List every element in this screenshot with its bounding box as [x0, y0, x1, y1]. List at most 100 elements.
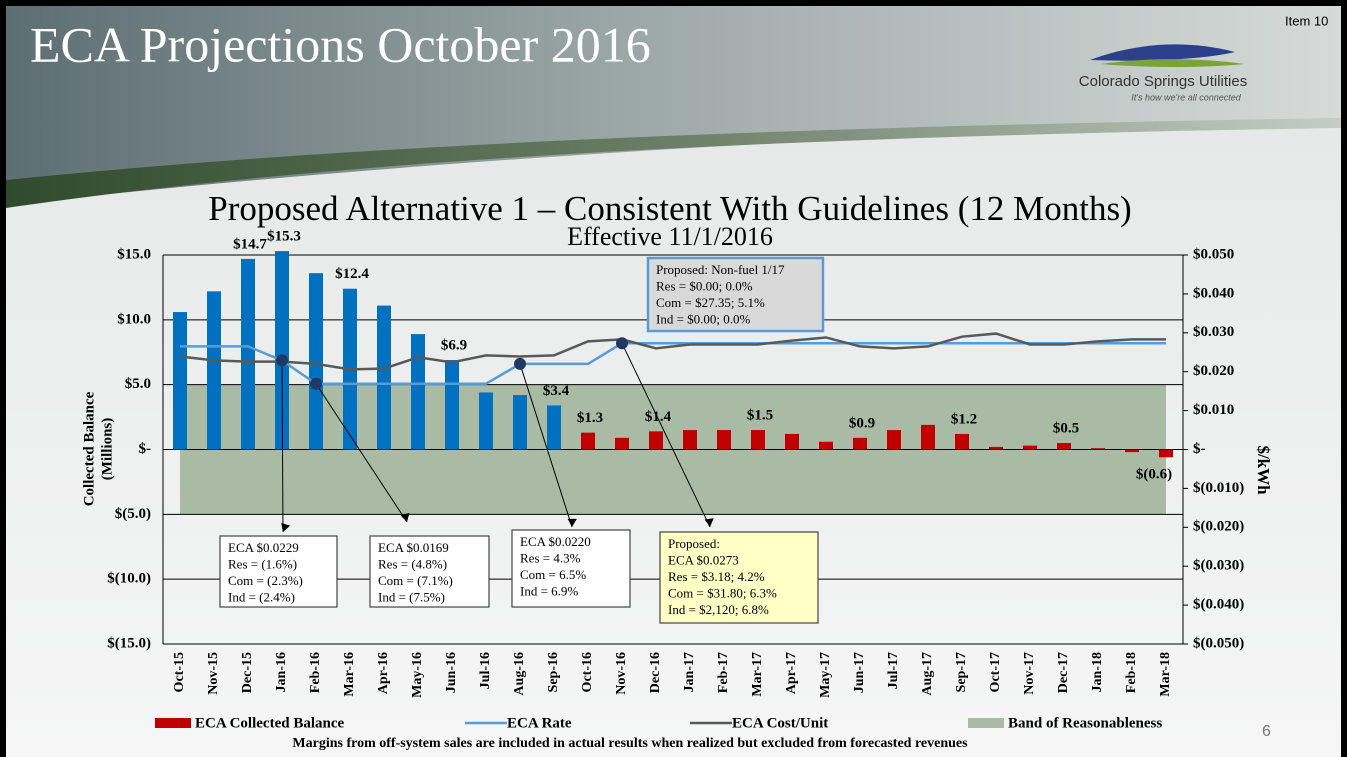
y-tick-label: $5.0: [125, 376, 151, 392]
y-axis-title: (Millions): [99, 418, 115, 481]
x-tick-label: Jul-17: [886, 652, 901, 689]
annotation-text: Ind = 6.9%: [520, 583, 578, 598]
y2-tick-label: $-: [1193, 441, 1206, 457]
note-box: [646, 256, 825, 333]
bar: [921, 424, 935, 450]
bar: [241, 258, 255, 450]
rate-marker: [514, 357, 526, 370]
annotation-text: Com = 6.5%: [520, 567, 586, 582]
y-tick-label: $-: [139, 441, 152, 457]
bar: [309, 273, 323, 450]
data-label: $12.4: [335, 266, 369, 282]
data-label: $1.3: [577, 410, 603, 426]
note-text: Proposed: Non-fuel 1/17: [656, 262, 785, 277]
legend-swatch: [968, 718, 1004, 728]
x-tick-label: Nov-17: [1022, 652, 1037, 695]
bar: [615, 437, 629, 450]
x-tick-label: Oct-16: [580, 652, 595, 692]
slide-title: ECA Projections October 2016: [30, 16, 651, 72]
bar: [1159, 449, 1173, 458]
annotation-text: ECA $0.0273: [668, 552, 739, 567]
data-label: $(0.6): [1136, 467, 1172, 483]
chart-title: Proposed Alternative 1 – Consistent With…: [208, 189, 1131, 228]
x-tick-label: Oct-17: [988, 652, 1003, 692]
x-tick-label: Aug-16: [512, 652, 527, 696]
y2-axis-title: $/kWh: [1254, 445, 1273, 495]
bar: [513, 395, 527, 450]
x-tick-label: Dec-16: [648, 652, 663, 693]
line: [179, 332, 1166, 371]
x-tick-label: Jun-17: [852, 652, 867, 693]
x-tick-label: Feb-17: [716, 652, 731, 693]
bar: [1023, 445, 1037, 450]
arrow-head: [281, 522, 291, 532]
legend-label: Band of Reasonableness: [1008, 715, 1162, 731]
annotation-text: Res = $3.18; 4.2%: [668, 569, 765, 584]
x-tick-label: Jan-16: [274, 652, 289, 692]
annotation-text: ECA $0.0229: [228, 540, 299, 555]
data-label: $0.5: [1053, 420, 1079, 436]
y-tick-label: $10.0: [117, 311, 151, 327]
logo-name: Colorado Springs Utilities: [1079, 73, 1247, 90]
annotation-text: Com = (7.1%): [378, 573, 453, 588]
annotation-arrow: [621, 343, 711, 528]
bar: [683, 430, 697, 450]
annotation-text: Ind = (7.5%): [378, 589, 445, 604]
data-label: $0.9: [849, 415, 875, 431]
annotation-box: [659, 531, 819, 624]
legend-swatch: [155, 718, 191, 728]
x-tick-label: Nov-15: [206, 652, 221, 695]
logo-tagline: It's how we're all connected: [1131, 92, 1241, 102]
x-tick-label: Jun-16: [444, 652, 459, 693]
data-label: $1.4: [645, 409, 672, 425]
x-tick-label: Dec-15: [240, 652, 255, 693]
x-tick-label: Apr-17: [784, 652, 799, 694]
data-label: $1.2: [951, 411, 977, 427]
data-label: $6.9: [441, 337, 467, 353]
x-tick-label: Dec-17: [1056, 652, 1071, 693]
arrow-head: [400, 512, 410, 522]
annotation-box: [511, 529, 631, 608]
legend-label: ECA Cost/Unit: [732, 715, 828, 731]
bar: [547, 405, 561, 450]
note-text: Com = $27.35; 5.1%: [656, 295, 765, 310]
data-label: $15.3: [267, 229, 301, 245]
y-tick-label: $(15.0): [107, 635, 151, 651]
x-tick-label: Sep-17: [954, 652, 969, 692]
bar: [479, 392, 493, 450]
bar: [1125, 449, 1139, 453]
y-axis-title: Collected Balance: [81, 391, 97, 506]
bar: [853, 437, 867, 450]
x-tick-label: Sep-16: [546, 652, 561, 692]
x-tick-label: Mar-16: [342, 652, 357, 697]
logo-mountain: [1090, 44, 1235, 61]
y2-tick-label: $0.020: [1193, 363, 1234, 379]
annotation-text: ECA $0.0220: [520, 534, 591, 549]
x-tick-label: May-16: [410, 652, 425, 698]
logo-hill: [1100, 59, 1245, 67]
y2-tick-label: $0.040: [1193, 285, 1234, 301]
arrow-head: [704, 518, 714, 527]
bar: [581, 432, 595, 450]
x-tick-label: Jan-17: [682, 652, 697, 692]
bar: [819, 441, 833, 450]
y2-tick-label: $0.030: [1193, 324, 1234, 340]
x-tick-label: May-17: [818, 652, 833, 698]
bar: [649, 431, 663, 450]
line: [180, 342, 1166, 386]
annotation-text: Res = 4.3%: [520, 550, 581, 565]
x-tick-label: Aug-17: [920, 652, 935, 696]
annotation-text: Res = (4.8%): [378, 556, 447, 571]
y2-tick-label: $0.010: [1193, 402, 1234, 418]
annotation-text: Proposed:: [668, 536, 720, 551]
bar: [717, 430, 731, 450]
note-text: Res = $0.00; 0.0%: [656, 278, 753, 293]
rate-marker: [616, 337, 628, 350]
annotation-box: [369, 535, 490, 608]
bar: [275, 251, 289, 450]
item-label: Item 10: [1285, 13, 1328, 28]
bar: [785, 433, 799, 450]
y-tick-label: $(5.0): [115, 506, 151, 522]
